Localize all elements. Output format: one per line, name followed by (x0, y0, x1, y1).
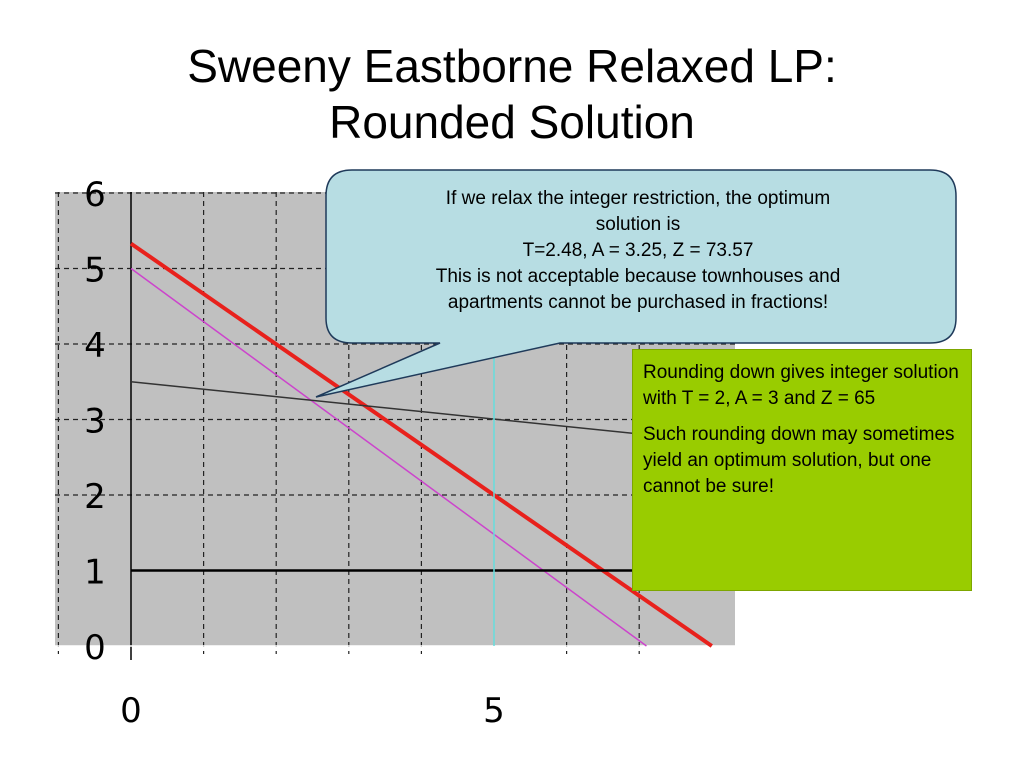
x-tick-label: 5 (483, 691, 505, 731)
rounding-note-box: Rounding down gives integer solution wit… (632, 349, 972, 591)
callout-line: apartments cannot be purchased in fracti… (447, 292, 829, 313)
slide-title-line-2: Rounded Solution (329, 96, 695, 148)
constraint-line-2 (130, 381, 720, 443)
constraint-line-1 (130, 267, 647, 647)
y-tick-label: 3 (84, 402, 106, 442)
callout-line: This is not acceptable because townhouse… (435, 266, 841, 287)
slide-title: Sweeny Eastborne Relaxed LP: Rounded Sol… (0, 38, 1024, 150)
tick-labels: 0 1 2 3 4 5 6 0 5 (84, 175, 505, 731)
y-tick-label: 5 (84, 251, 106, 291)
y-tick-label: 2 (84, 477, 106, 517)
y-tick-label: 4 (84, 326, 106, 366)
callout-line: If we relax the integer restriction, the… (445, 188, 831, 209)
plot-axes (55, 192, 735, 660)
x-tick-label: 0 (120, 691, 142, 731)
callout-bubble (315, 169, 957, 398)
callout-line: T=2.48, A = 3.25, Z = 73.57 (522, 240, 754, 261)
callout-text: If we relax the integer restriction, the… (338, 186, 938, 316)
plot-series (129, 241, 720, 648)
slide-title-line-1: Sweeny Eastborne Relaxed LP: (187, 40, 837, 92)
y-tick-label: 0 (84, 628, 106, 668)
rounding-caveat-para: Such rounding down may sometimes yield a… (643, 424, 955, 497)
objective-line (129, 241, 713, 648)
callout-line: solution is (595, 214, 681, 235)
rounding-note-para: Rounding down gives integer solution wit… (643, 362, 959, 409)
y-tick-label: 6 (84, 175, 106, 215)
y-tick-label: 1 (84, 553, 106, 593)
